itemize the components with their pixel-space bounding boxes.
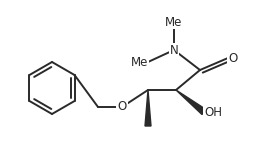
- Text: Me: Me: [131, 55, 148, 69]
- Text: OH: OH: [204, 106, 222, 119]
- Text: Me: Me: [165, 15, 183, 29]
- Text: O: O: [228, 51, 237, 65]
- Text: N: N: [170, 43, 178, 56]
- Text: O: O: [117, 100, 127, 114]
- Polygon shape: [176, 90, 206, 115]
- Polygon shape: [145, 90, 151, 126]
